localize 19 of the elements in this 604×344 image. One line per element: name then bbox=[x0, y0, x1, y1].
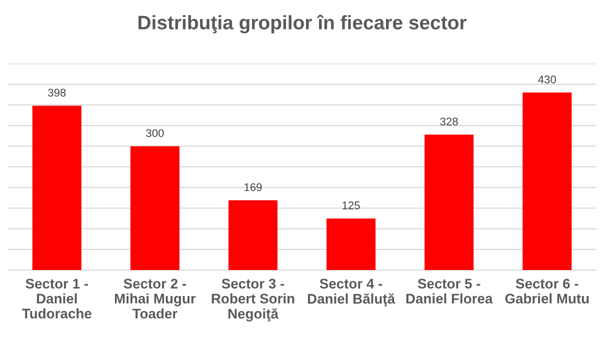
x-tick-label: Sector 1 - Daniel Tudorache bbox=[22, 278, 92, 318]
data-label: 398 bbox=[48, 88, 66, 97]
data-label: 300 bbox=[146, 129, 164, 138]
x-tick-label: Sector 5 - Daniel Florea bbox=[406, 278, 493, 304]
bar bbox=[32, 106, 82, 270]
x-tick-label: Sector 3 - Robert Sorin Negoiţă bbox=[212, 278, 294, 322]
data-label: 125 bbox=[342, 201, 360, 210]
data-label: 328 bbox=[440, 118, 458, 126]
x-tick-label: Sector 2 - Mihai Mugur Toader bbox=[114, 278, 196, 319]
x-tick-label: Sector 6 - Gabriel Mutu bbox=[505, 278, 589, 304]
bar bbox=[130, 146, 180, 270]
data-label: 169 bbox=[244, 183, 262, 192]
data-label: 430 bbox=[538, 76, 556, 84]
bar bbox=[228, 200, 278, 270]
bar bbox=[424, 134, 474, 270]
x-tick-label: Sector 4 - Daniel Băluţă bbox=[308, 278, 396, 306]
chart-title: Distribuţia gropilor în fiecare sector bbox=[138, 14, 466, 34]
bar bbox=[326, 218, 376, 270]
bar bbox=[522, 92, 572, 270]
